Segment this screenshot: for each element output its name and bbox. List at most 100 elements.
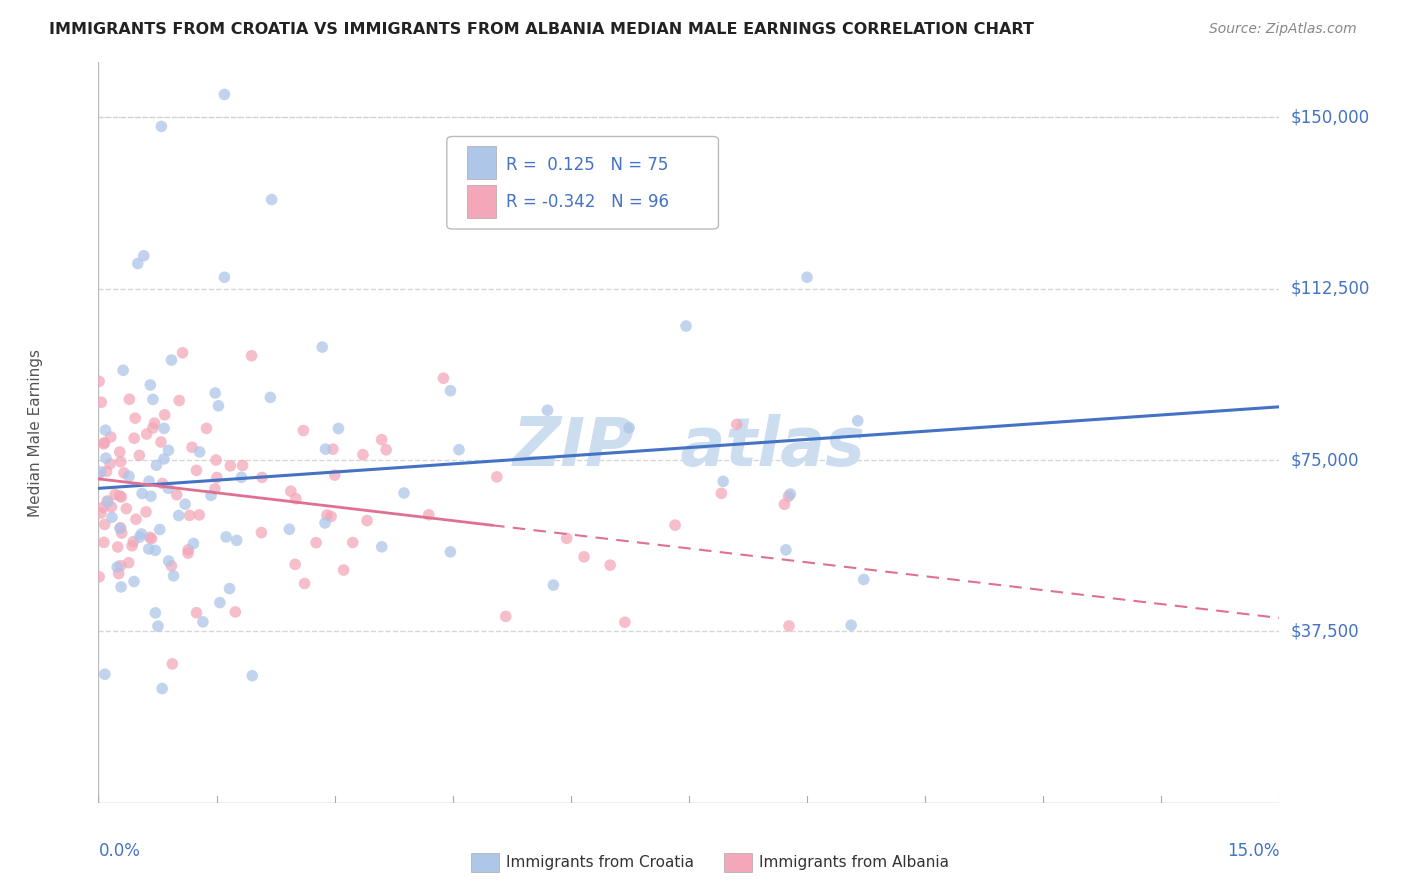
Point: [439, 384, 461, 398]
Text: Median Male Earnings: Median Male Earnings: [28, 349, 44, 516]
Point: [332, 563, 354, 577]
Point: [131, 486, 153, 500]
Point: [432, 371, 454, 385]
Point: [278, 522, 301, 536]
Point: [319, 509, 342, 524]
Text: IMMIGRANTS FROM CROATIA VS IMMIGRANTS FROM ALBANIA MEDIAN MALE EARNINGS CORRELAT: IMMIGRANTS FROM CROATIA VS IMMIGRANTS FR…: [49, 22, 1033, 37]
Point: [152, 476, 174, 491]
Point: [100, 430, 122, 444]
Text: $37,500: $37,500: [1291, 623, 1360, 640]
Point: [224, 605, 246, 619]
Point: [315, 442, 337, 457]
Point: [110, 580, 132, 594]
Point: [128, 448, 150, 462]
Point: [118, 469, 141, 483]
Point: [166, 488, 188, 502]
Point: [207, 399, 229, 413]
Point: [852, 573, 875, 587]
Point: [294, 576, 316, 591]
Point: [90, 506, 112, 520]
Point: [775, 542, 797, 557]
Point: [96, 494, 118, 508]
Point: [322, 442, 344, 457]
Point: [125, 512, 148, 526]
Text: $112,500: $112,500: [1291, 280, 1369, 298]
Point: [157, 443, 180, 458]
Point: [150, 681, 173, 696]
Point: [418, 508, 440, 522]
Point: [280, 484, 302, 499]
Point: [710, 486, 733, 500]
Point: [200, 488, 222, 502]
Point: [139, 489, 162, 503]
Point: [188, 508, 211, 522]
Point: [232, 458, 254, 473]
Point: [839, 618, 862, 632]
Point: [179, 508, 201, 523]
Point: [240, 668, 263, 682]
Point: [118, 392, 141, 407]
Point: [131, 527, 153, 541]
Point: [160, 558, 183, 573]
Text: Immigrants from Albania: Immigrants from Albania: [759, 855, 949, 870]
Point: [778, 489, 800, 503]
Point: [250, 525, 273, 540]
Point: [195, 421, 218, 435]
Point: [87, 468, 110, 483]
Point: [323, 468, 346, 483]
Point: [392, 486, 415, 500]
Text: $75,000: $75,000: [1291, 451, 1360, 469]
Point: [167, 393, 190, 408]
Point: [439, 545, 461, 559]
Point: [205, 470, 228, 484]
Point: [139, 378, 162, 392]
Point: [93, 535, 115, 549]
Point: [725, 417, 748, 432]
Point: [292, 424, 315, 438]
Point: [105, 560, 128, 574]
Point: [218, 582, 240, 596]
Point: [143, 543, 166, 558]
FancyBboxPatch shape: [467, 146, 496, 179]
Point: [314, 516, 336, 530]
Point: [143, 416, 166, 430]
Point: [160, 353, 183, 368]
Point: [107, 540, 129, 554]
Point: [108, 489, 131, 503]
Text: ZIP  atlas: ZIP atlas: [513, 415, 865, 481]
Point: [90, 465, 112, 479]
Point: [846, 414, 869, 428]
FancyBboxPatch shape: [467, 185, 496, 218]
Point: [112, 363, 135, 377]
Point: [115, 501, 138, 516]
Point: [214, 87, 236, 102]
Point: [98, 457, 121, 471]
Point: [132, 249, 155, 263]
Point: [311, 340, 333, 354]
Point: [89, 570, 111, 584]
Point: [97, 495, 120, 509]
Point: [118, 556, 141, 570]
Point: [186, 606, 208, 620]
Point: [555, 531, 578, 545]
Point: [150, 435, 173, 450]
Point: [122, 431, 145, 445]
Point: [142, 392, 165, 407]
Point: [108, 445, 131, 459]
Point: [617, 421, 640, 435]
Point: [172, 346, 194, 360]
Point: [711, 475, 734, 489]
Point: [675, 318, 697, 333]
Point: [145, 458, 167, 473]
Point: [96, 464, 118, 478]
Text: Source: ZipAtlas.com: Source: ZipAtlas.com: [1209, 22, 1357, 37]
Point: [153, 408, 176, 422]
Point: [174, 497, 197, 511]
Point: [110, 455, 132, 469]
Text: Immigrants from Croatia: Immigrants from Croatia: [506, 855, 695, 870]
Point: [145, 606, 167, 620]
Point: [773, 497, 796, 511]
Point: [208, 596, 231, 610]
Point: [305, 535, 328, 549]
Point: [149, 523, 172, 537]
